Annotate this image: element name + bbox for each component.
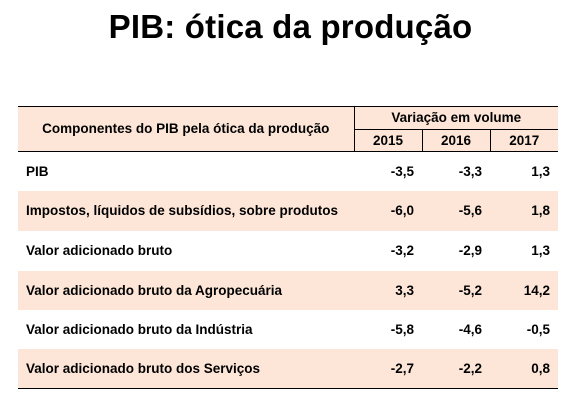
header-components: Componentes do PIB pela ótica da produçã… [18, 106, 355, 152]
header-year-2015: 2015 [354, 129, 423, 152]
value-2015: 3,3 [354, 270, 422, 310]
value-2017: 1,3 [531, 163, 550, 179]
value-2017: 0,8 [490, 348, 558, 389]
table-row: Valor adicionado bruto da Indústria -5,8… [18, 310, 558, 349]
table-row: PIB -3,5 -3,3 1,3 [18, 152, 558, 191]
value-2015: -3,2 [390, 243, 414, 258]
header-year-2016: 2016 [422, 129, 491, 152]
value-2017: 1,8 [490, 190, 558, 231]
value-2017: 1,3 [531, 243, 550, 258]
value-2016: -5,6 [422, 190, 490, 231]
value-2017: 14,2 [490, 270, 558, 310]
table-row: Impostos, líquidos de subsídios, sobre p… [18, 190, 558, 231]
slide-title: PIB: ótica da produção [108, 8, 473, 45]
value-2016: -2,9 [458, 243, 482, 258]
table-row: Valor adicionado bruto -3,2 -2,9 1,3 [18, 231, 558, 271]
row-label: Valor adicionado bruto [26, 243, 173, 258]
header-year-2017: 2017 [490, 129, 558, 152]
row-label: Impostos, líquidos de subsídios, sobre p… [18, 190, 354, 231]
gdp-table: Componentes do PIB pela ótica da produçã… [18, 106, 558, 389]
value-2015: -6,0 [354, 190, 422, 231]
header-volume-variation: Variação em volume [354, 106, 558, 130]
value-2016: -2,2 [422, 348, 490, 389]
value-2016: -5,2 [422, 270, 490, 310]
table-row: Valor adicionado bruto dos Serviços -2,7… [18, 348, 558, 389]
row-label: PIB [26, 163, 49, 179]
value-2017: -0,5 [526, 321, 550, 337]
row-label: Valor adicionado bruto da Agropecuária [18, 270, 354, 310]
value-2016: -3,3 [458, 163, 482, 179]
table-row: Valor adicionado bruto da Agropecuária 3… [18, 270, 558, 310]
value-2015: -3,5 [390, 163, 414, 179]
row-label: Valor adicionado bruto dos Serviços [18, 348, 354, 389]
value-2016: -4,6 [458, 321, 482, 337]
row-label: Valor adicionado bruto da Indústria [26, 321, 253, 337]
value-2015: -2,7 [354, 348, 422, 389]
value-2015: -5,8 [390, 321, 414, 337]
